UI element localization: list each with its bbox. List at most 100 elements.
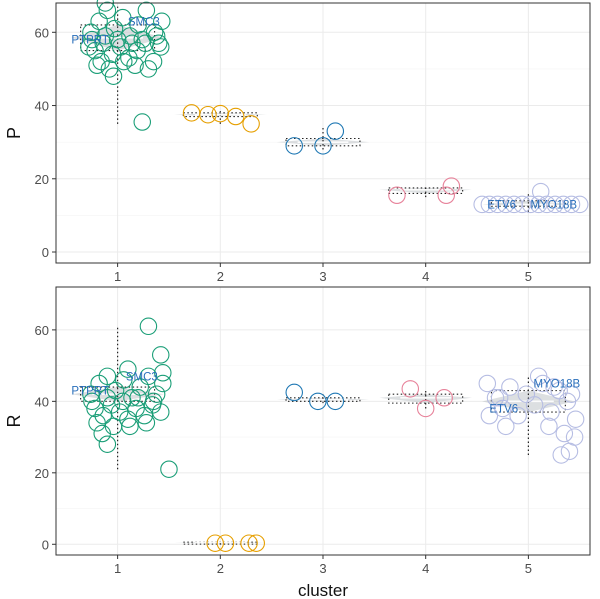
panel-p: SMC3 PTPRT ETV6 MYO18B 0 20 40 60 1 2 3 4 5…	[4, 0, 591, 284]
x-ticks: 1 2 3 4 5	[114, 555, 532, 576]
cluster-1-point	[147, 385, 166, 403]
cluster-1-box	[80, 386, 156, 402]
gene-label-etv6: ETV6	[489, 403, 518, 415]
cluster-3-box	[285, 137, 361, 147]
cluster-1-point	[154, 364, 172, 382]
cluster-1-point	[151, 38, 170, 56]
cluster-5-point	[529, 367, 548, 386]
cluster-5-point	[490, 389, 509, 407]
cluster-1-point	[139, 60, 158, 78]
cluster-5-point	[509, 406, 527, 425]
cluster-2-point	[199, 105, 217, 124]
cluster-2-point	[226, 107, 245, 126]
x-tick-label: 1	[114, 269, 121, 284]
cluster-5-point	[562, 195, 581, 214]
gene-label-smc3: SMC3	[128, 16, 160, 28]
cluster-3-point	[326, 122, 345, 140]
x-tick-label: 5	[525, 561, 532, 576]
x-tick-label: 2	[217, 561, 224, 576]
cluster-5-point	[486, 389, 505, 407]
cluster-1-point	[115, 52, 133, 71]
gene-label-myo18b: MYO18B	[530, 199, 577, 211]
cluster-4-point	[437, 186, 455, 205]
cluster-5-point	[545, 378, 563, 396]
x-tick-label: 4	[422, 269, 429, 284]
cluster-1-point	[144, 392, 163, 411]
cluster-5-point	[552, 446, 570, 464]
cluster-1-point	[151, 403, 170, 421]
cluster-1-point	[114, 8, 132, 27]
x-tick-label: 3	[319, 269, 326, 284]
cluster-1-point	[151, 346, 170, 364]
y-ticks: 0 20 40 60	[35, 323, 56, 552]
cluster-5-point	[501, 378, 519, 396]
cluster-5-point	[497, 417, 515, 436]
cluster-1-point	[115, 371, 133, 389]
x-tick-label: 5	[525, 269, 532, 284]
x-ticks: 1 2 3 4 5	[114, 263, 532, 284]
cluster-1-point	[139, 367, 158, 386]
cluster-1-point	[98, 435, 117, 453]
cluster-3-point	[314, 137, 332, 155]
gene-labels: SMC3 PTPRT ETV6 MYO18B	[71, 371, 580, 415]
cluster-3-box	[285, 397, 361, 402]
gene-label-smc3: SMC3	[126, 371, 158, 383]
cluster-5-point	[560, 442, 579, 461]
cluster-5-box	[490, 390, 566, 413]
cluster-1-point	[83, 30, 101, 49]
cluster-2-point	[242, 115, 260, 133]
cluster-4-point	[416, 399, 435, 418]
y-axis-title-r: R	[4, 415, 24, 428]
cluster-1-point	[133, 30, 152, 49]
cluster-4-diamond	[379, 394, 472, 404]
y-axis-title-p: P	[4, 127, 24, 139]
cluster-5-point	[525, 396, 544, 414]
cluster-5-point	[478, 374, 497, 393]
cluster-1-point	[94, 34, 112, 53]
cluster-1-point	[108, 30, 127, 49]
cluster-4-box	[388, 187, 464, 194]
cluster-1-point	[137, 414, 156, 432]
points	[80, 0, 589, 214]
x-axis-title: cluster	[298, 581, 348, 599]
cluster-2-point	[206, 534, 224, 552]
y-tick-label: 0	[42, 245, 49, 260]
x-tick-label: 2	[217, 269, 224, 284]
cluster-1-point	[88, 414, 106, 432]
cluster-1-point	[121, 417, 139, 436]
y-tick-label: 40	[35, 394, 49, 409]
gene-label-etv6: ETV6	[487, 199, 516, 211]
cluster-1-point	[96, 27, 115, 45]
cluster-3-point	[309, 392, 327, 411]
cluster-1-point	[119, 360, 137, 378]
cluster-5-point	[570, 195, 589, 214]
cluster-1-point	[88, 56, 106, 75]
cluster-5-point	[540, 417, 558, 436]
gene-labels: SMC3 PTPRT ETV6 MYO18B	[71, 16, 577, 211]
gene-label-ptprt: PTPRT	[71, 35, 109, 47]
cluster-1-point	[133, 113, 152, 131]
cluster-2-point	[240, 534, 258, 552]
cluster-5-point	[562, 385, 581, 403]
y-ticks: 0 20 40 60	[35, 25, 56, 260]
cluster-1-point	[93, 424, 111, 443]
cluster-1-point	[139, 317, 158, 336]
x-tick-label: 4	[422, 561, 429, 576]
y-tick-label: 20	[35, 466, 49, 481]
cluster-1-point	[98, 367, 117, 386]
cluster-3-point	[285, 137, 303, 155]
cluster-5-point	[473, 195, 491, 214]
cluster-1-box	[80, 24, 156, 52]
x-tick-label: 3	[319, 561, 326, 576]
cluster-1-point	[80, 38, 98, 56]
y-tick-label: 0	[42, 537, 49, 552]
y-tick-label: 60	[35, 323, 49, 338]
cluster-5-point	[542, 403, 560, 421]
cluster-5-point	[555, 424, 574, 443]
x-tick-label: 1	[114, 561, 121, 576]
cluster-5-point	[480, 406, 499, 425]
cluster-2-point	[247, 534, 266, 552]
cluster-4-box	[388, 393, 464, 404]
cluster-1-point	[129, 16, 147, 34]
y-tick-label: 60	[35, 25, 49, 40]
